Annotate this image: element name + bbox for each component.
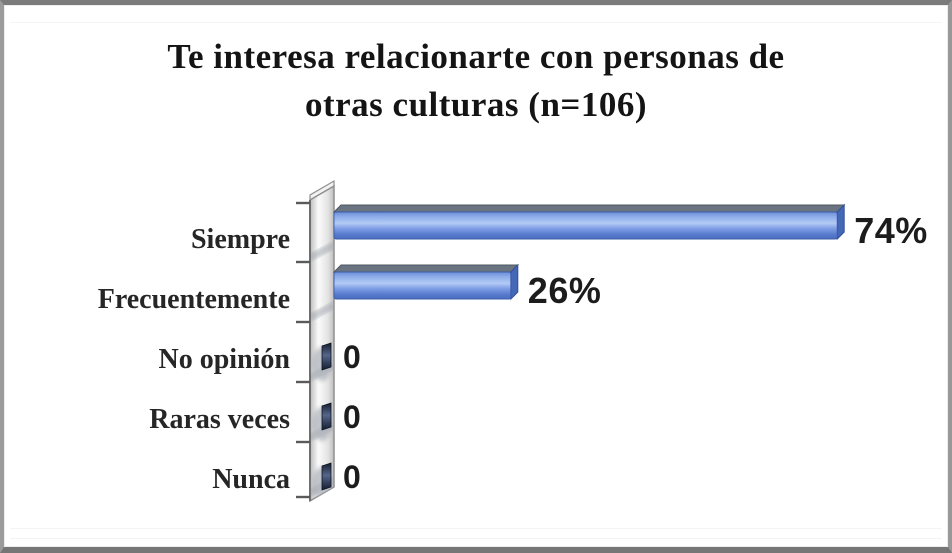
bar-top-face-frecuentemente	[332, 264, 520, 273]
bar-siempre	[333, 211, 838, 240]
bar-frecuentemente	[333, 271, 512, 300]
category-label-nunca: Nunca	[212, 464, 290, 495]
value-label-siempre: 74%	[854, 210, 928, 251]
scan-artifact-line	[10, 538, 942, 539]
chart-title-line-1: Te interesa relacionarte con personas de	[167, 37, 785, 76]
scan-artifact-line	[10, 528, 942, 529]
category-label-siempre: Siempre	[190, 224, 290, 255]
value-label-raras-veces: 0	[343, 399, 361, 435]
bar-top-face-siempre	[332, 204, 846, 213]
value-label-nunca: 0	[343, 459, 361, 495]
category-label-no-opinion: No opinión	[158, 344, 291, 375]
category-label-frecuentemente: Frecuentemente	[97, 284, 290, 315]
zero-marker-raras-veces	[321, 402, 332, 431]
zero-marker-nunca	[321, 462, 332, 491]
chart-title: Te interesa relacionarte con personas de…	[0, 33, 952, 129]
chart-title-line-2: otras culturas (n=106)	[304, 85, 648, 124]
value-label-no-opinion: 0	[343, 339, 361, 375]
wall-smudge	[310, 241, 334, 262]
value-label-frecuentemente: 26%	[527, 270, 602, 311]
category-label-raras-veces: Raras veces	[149, 404, 290, 435]
zero-marker-no-opinion	[321, 342, 332, 371]
wall-smudge	[310, 301, 334, 322]
scan-artifact-line	[10, 22, 942, 23]
